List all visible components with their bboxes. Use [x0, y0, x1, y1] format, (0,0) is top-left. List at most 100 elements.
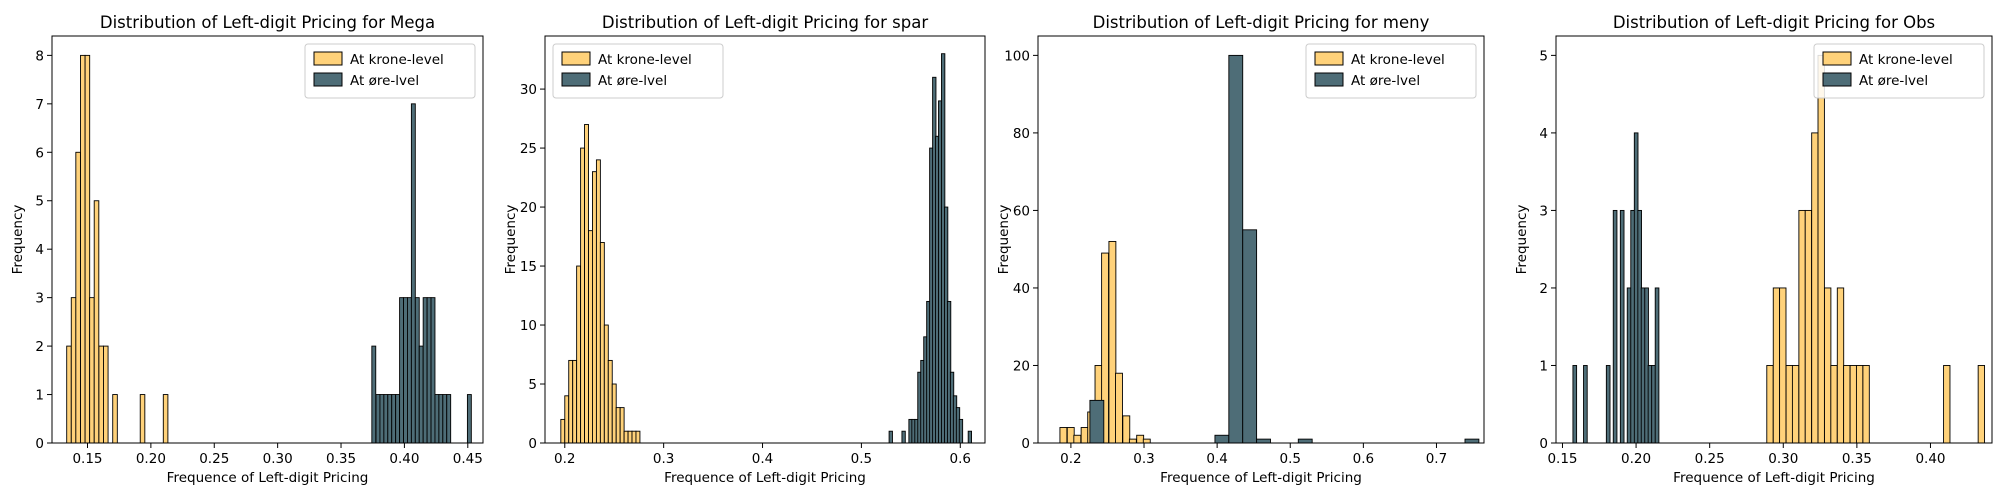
bars-group [560, 53, 973, 444]
histogram-bar [576, 265, 582, 444]
histogram-bar [572, 359, 578, 444]
y-tick-label: 40 [1013, 281, 1030, 297]
x-tick-label: 0.40 [389, 451, 419, 467]
y-tick-label: 5 [528, 377, 537, 393]
axes-frame [1555, 35, 1993, 444]
y-tick-label: 2 [1539, 281, 1548, 297]
histogram-bar [395, 394, 401, 444]
legend-swatch [1822, 51, 1852, 66]
series-2-bars [888, 53, 973, 444]
x-tick-label: 0.6 [1353, 451, 1374, 467]
histogram-bar [619, 407, 625, 444]
x-tick-label: 0.4 [1206, 451, 1227, 467]
histogram-bar [1256, 438, 1271, 444]
y-tick-label: 0 [1021, 436, 1030, 452]
y-axis-label: Frequency [996, 205, 1012, 275]
histogram-bar [1572, 365, 1578, 444]
histogram-bar [391, 394, 397, 444]
histogram-bar [103, 345, 109, 444]
histogram-bar [1824, 287, 1832, 444]
histogram-bar [430, 297, 436, 444]
y-tick-label: 4 [35, 242, 44, 258]
histogram-bar [1849, 365, 1857, 444]
y-tick-label: 2 [35, 339, 44, 355]
y-tick-label: 60 [1013, 203, 1030, 219]
x-tick-label: 0.35 [326, 451, 356, 467]
histogram-bar [1059, 427, 1068, 444]
histogram-bar [1798, 209, 1806, 444]
y-tick-label: 0 [528, 436, 537, 452]
histogram-bar [1136, 434, 1145, 444]
y-tick-label: 30 [520, 82, 537, 98]
y-tick-label: 20 [520, 200, 537, 216]
series-2-bars [1572, 132, 1660, 444]
histogram-bar [1772, 287, 1781, 444]
histogram-bar [379, 394, 385, 444]
histogram-bar [603, 324, 609, 444]
histogram-bar [1242, 229, 1258, 444]
histogram-bar [1855, 365, 1864, 444]
histogram-bar [627, 430, 633, 444]
histogram-bar [1977, 365, 1986, 444]
y-tick-label: 5 [35, 194, 44, 210]
y-tick-label: 4 [1539, 126, 1548, 142]
histogram-bar [422, 297, 428, 444]
histogram-bar [1654, 287, 1660, 444]
series-1-bars [1766, 54, 1986, 444]
legend-box [304, 43, 476, 99]
chart-panel-2: 0.2 0.3 0.4 0.5 0.6 0 5 10 15 20 25 30 Distribution … [503, 13, 986, 486]
x-tick-label: 0.20 [136, 451, 166, 467]
histogram-bar [967, 430, 973, 444]
x-tick-label: 0.30 [263, 451, 293, 467]
histogram-bar [607, 359, 613, 444]
legend: At krone-level At øre-lvel [1813, 43, 1985, 99]
legend: At krone-level At øre-lvel [552, 43, 724, 99]
histogram-bar [901, 430, 906, 444]
x-axis-label: Frequence of Left-digit Pricing [1673, 470, 1875, 486]
histogram-bar [1785, 365, 1793, 444]
histogram-bar [1297, 438, 1313, 444]
y-tick-label: 25 [520, 141, 537, 157]
histogram-bar [958, 418, 964, 444]
histogram-bar [75, 151, 81, 444]
y-tick-label: 15 [520, 259, 537, 275]
histogram-bar [1779, 287, 1787, 444]
legend-label: At krone-level [350, 52, 444, 68]
series-2-bars [371, 103, 472, 444]
histogram-bar [568, 359, 574, 444]
x-axis-label: Frequence of Left-digit Pricing [167, 470, 369, 486]
histogram-bar [1811, 132, 1819, 444]
histogram-bar [1066, 427, 1075, 444]
histogram-bar [623, 430, 629, 444]
histogram-bar [98, 345, 104, 444]
axes-frame [1037, 35, 1485, 444]
histogram-bar [1791, 365, 1800, 444]
legend: At krone-level At øre-lvel [304, 43, 476, 99]
x-tick-label: 0.3 [653, 451, 674, 467]
histogram-bar [1843, 365, 1851, 444]
x-tick-label: 0.15 [72, 451, 102, 467]
chart-panel-4: 0.15 0.20 0.25 0.30 0.35 0.40 0 1 2 3 4 5 Distributi… [1514, 13, 1993, 486]
y-tick-label: 80 [1013, 126, 1030, 142]
x-tick-label: 0.5 [851, 451, 872, 467]
bars-group [66, 54, 472, 444]
histogram-bar [1766, 365, 1774, 444]
histogram-bar [888, 430, 893, 444]
histogram-bar [375, 394, 381, 444]
legend-label: At øre-lvel [1351, 73, 1420, 89]
series-1-bars [66, 54, 169, 444]
chart-panel-3: 0.2 0.3 0.4 0.5 0.6 0.7 0 20 40 60 80 100 Distributi… [996, 13, 1485, 486]
legend-label: At øre-lvel [350, 73, 419, 89]
histogram-bar [595, 159, 601, 444]
legend-label: At krone-level [598, 52, 692, 68]
histogram-bar [1214, 434, 1230, 444]
histogram-bar [414, 297, 420, 444]
histogram-bar [1862, 365, 1870, 444]
y-tick-label: 7 [35, 97, 44, 113]
histogram-bar [139, 394, 146, 444]
x-tick-label: 0.20 [1621, 451, 1651, 467]
legend-swatch [1314, 51, 1344, 66]
y-tick-label: 1 [1539, 358, 1548, 374]
legend-swatch [313, 51, 343, 66]
histogram-bar [1817, 54, 1825, 444]
